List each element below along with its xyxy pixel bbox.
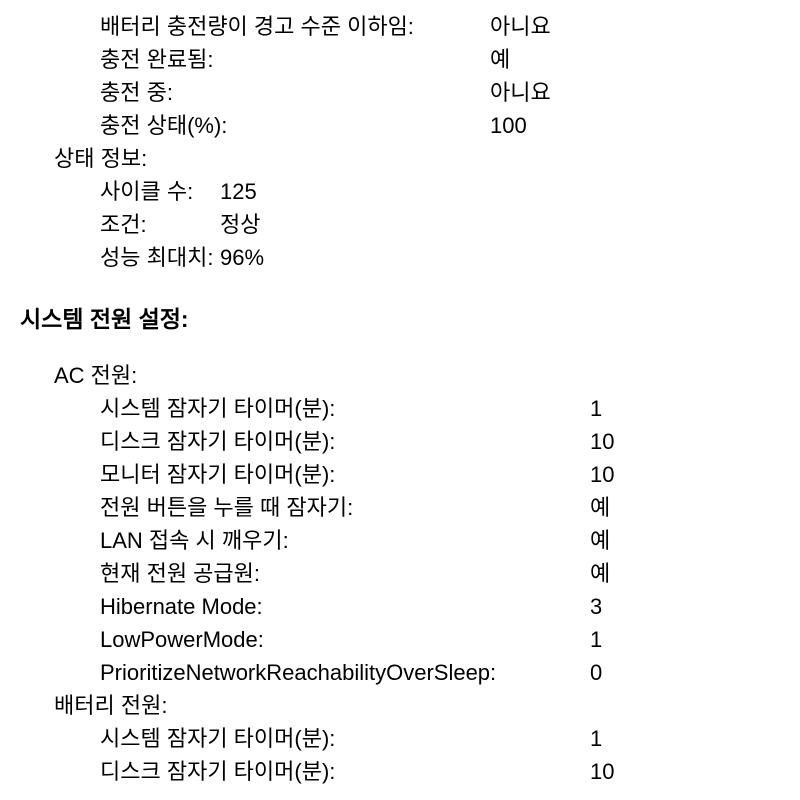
ac-wake-on-lan-label: LAN 접속 시 깨우기: [100,524,590,557]
ac-hibernate-mode-value: 3 [590,590,602,623]
fully-charged-value: 예 [490,43,510,76]
charge-state-label: 충전 상태(%): [100,109,490,142]
ac-sleep-power-button-label: 전원 버튼을 누를 때 잠자기: [100,491,590,524]
ac-hibernate-mode-label: Hibernate Mode: [100,590,590,623]
battery-warning-level-label: 배터리 충전량이 경고 수준 이하임: [100,10,490,43]
battery-power-heading: 배터리 전원: [54,689,780,722]
ac-prioritize-network-label: PrioritizeNetworkReachabilityOverSleep: [100,656,590,689]
ac-wake-on-lan-row: LAN 접속 시 깨우기: 예 [100,524,780,557]
max-capacity-value: 96% [220,241,264,274]
charge-state-value: 100 [490,109,527,142]
ac-display-sleep-value: 10 [590,458,614,491]
ac-display-sleep-row: 모니터 잠자기 타이머(분): 10 [100,458,780,491]
ac-low-power-mode-value: 1 [590,623,602,656]
ac-prioritize-network-row: PrioritizeNetworkReachabilityOverSleep: … [100,656,780,689]
battery-warning-level-row: 배터리 충전량이 경고 수준 이하임: 아니요 [100,10,780,43]
ac-disk-sleep-label: 디스크 잠자기 타이머(분): [100,425,590,458]
condition-value: 정상 [220,208,260,241]
ac-sleep-power-button-row: 전원 버튼을 누를 때 잠자기: 예 [100,491,780,524]
ac-power-heading: AC 전원: [54,359,780,392]
ac-system-sleep-label: 시스템 잠자기 타이머(분): [100,392,590,425]
max-capacity-row: 성능 최대치: 96% [100,241,780,274]
ac-sleep-power-button-value: 예 [590,491,610,524]
batt-system-sleep-label: 시스템 잠자기 타이머(분): [100,722,590,755]
batt-disk-sleep-label: 디스크 잠자기 타이머(분): [100,755,590,788]
ac-current-power-source-row: 현재 전원 공급원: 예 [100,557,780,590]
charging-row: 충전 중: 아니요 [100,76,780,109]
cycle-count-row: 사이클 수: 125 [100,175,780,208]
charging-label: 충전 중: [100,76,490,109]
ac-prioritize-network-value: 0 [590,656,602,689]
fully-charged-row: 충전 완료됨: 예 [100,43,780,76]
batt-disk-sleep-value: 10 [590,755,614,788]
cycle-count-value: 125 [220,175,257,208]
max-capacity-label: 성능 최대치: [100,241,220,274]
condition-label: 조건: [100,208,220,241]
ac-low-power-mode-label: LowPowerMode: [100,623,590,656]
batt-system-sleep-value: 1 [590,722,602,755]
ac-system-sleep-value: 1 [590,392,602,425]
system-info-report: 배터리 충전량이 경고 수준 이하임: 아니요 충전 완료됨: 예 충전 중: … [20,10,780,788]
fully-charged-label: 충전 완료됨: [100,43,490,76]
ac-display-sleep-label: 모니터 잠자기 타이머(분): [100,458,590,491]
charge-state-row: 충전 상태(%): 100 [100,109,780,142]
ac-wake-on-lan-value: 예 [590,524,610,557]
batt-system-sleep-row: 시스템 잠자기 타이머(분): 1 [100,722,780,755]
ac-current-power-source-label: 현재 전원 공급원: [100,557,590,590]
ac-disk-sleep-row: 디스크 잠자기 타이머(분): 10 [100,425,780,458]
battery-warning-level-value: 아니요 [490,10,551,43]
ac-disk-sleep-value: 10 [590,425,614,458]
system-power-settings-heading: 시스템 전원 설정: [20,302,780,337]
ac-system-sleep-row: 시스템 잠자기 타이머(분): 1 [100,392,780,425]
charging-value: 아니요 [490,76,551,109]
ac-hibernate-mode-row: Hibernate Mode: 3 [100,590,780,623]
cycle-count-label: 사이클 수: [100,175,220,208]
ac-low-power-mode-row: LowPowerMode: 1 [100,623,780,656]
ac-current-power-source-value: 예 [590,557,610,590]
condition-row: 조건: 정상 [100,208,780,241]
batt-disk-sleep-row: 디스크 잠자기 타이머(분): 10 [100,755,780,788]
health-info-heading: 상태 정보: [54,142,780,175]
